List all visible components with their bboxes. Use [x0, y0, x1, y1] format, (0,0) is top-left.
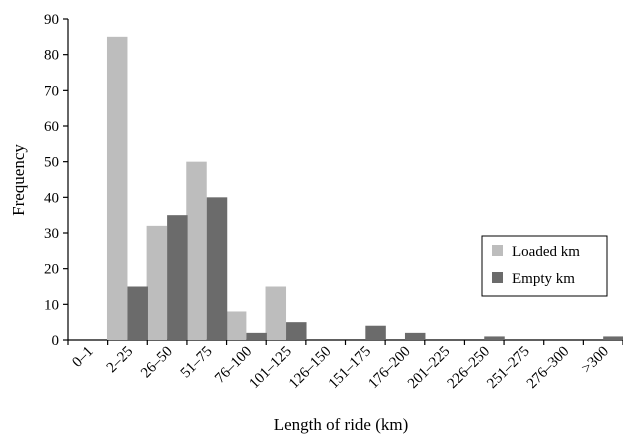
x-tick-label: 126–150	[286, 344, 334, 392]
y-ticks: 0 10 20 30 40 50 60 70 80 90	[44, 12, 68, 349]
y-tick-label: 60	[44, 119, 59, 135]
bar-empty	[484, 336, 505, 340]
legend-swatch-loaded	[492, 245, 503, 256]
bar-empty	[246, 332, 267, 340]
bar-loaded	[146, 225, 168, 340]
x-tick-label: 26–50	[138, 344, 176, 382]
bar-empty	[404, 332, 426, 340]
x-tick-label: 51–75	[178, 344, 216, 382]
y-tick-label: 80	[44, 48, 59, 64]
legend: Loaded km Empty km	[481, 235, 608, 297]
x-tick-label: 251–275	[484, 344, 532, 392]
y-tick-label: 40	[44, 190, 59, 206]
y-tick-label: 0	[52, 333, 60, 349]
bar-loaded	[265, 286, 287, 340]
bar-loaded	[186, 161, 207, 340]
x-tick-label: 2–25	[104, 344, 137, 377]
legend-swatch-empty	[492, 272, 503, 283]
y-tick-label: 10	[44, 297, 59, 313]
x-tick-label: 226–250	[445, 344, 493, 392]
x-tick-label: 151–175	[326, 344, 374, 392]
x-axis-title: Length of ride (km)	[274, 415, 409, 434]
x-tick-label: >300	[579, 344, 612, 377]
y-tick-label: 30	[44, 226, 59, 242]
x-tick-label: 0–1	[69, 344, 96, 371]
bars	[106, 36, 623, 340]
y-tick-label: 90	[44, 12, 59, 28]
bar-empty	[286, 322, 307, 340]
x-tick-label: 176–200	[365, 344, 413, 392]
y-tick-label: 50	[44, 155, 59, 171]
x-tick-label: 276–300	[524, 344, 572, 392]
bar-empty	[603, 336, 623, 340]
bar-empty	[206, 197, 228, 340]
x-ticks: 0–1 2–25 26–50 51–7576–100101–125126–150151…	[67, 340, 623, 392]
legend-label-loaded: Loaded km	[512, 244, 580, 260]
bar-empty	[167, 215, 188, 340]
x-axis: 0–1 2–25 26–50 51–7576–100101–125126–150151…	[67, 339, 623, 392]
y-axis-title: Frequency	[9, 144, 28, 216]
y-tick-label: 70	[44, 83, 59, 99]
legend-label-empty: Empty km	[512, 271, 575, 287]
x-tick-label: 101–125	[246, 344, 294, 392]
y-tick-label: 20	[44, 262, 59, 278]
bar-empty	[365, 325, 386, 340]
x-tick-label: 201–225	[405, 344, 453, 392]
y-axis: 0 10 20 30 40 50 60 70 80 90	[44, 12, 69, 349]
bar-empty	[127, 286, 148, 340]
bar-loaded	[225, 311, 247, 340]
bar-loaded	[106, 36, 128, 340]
